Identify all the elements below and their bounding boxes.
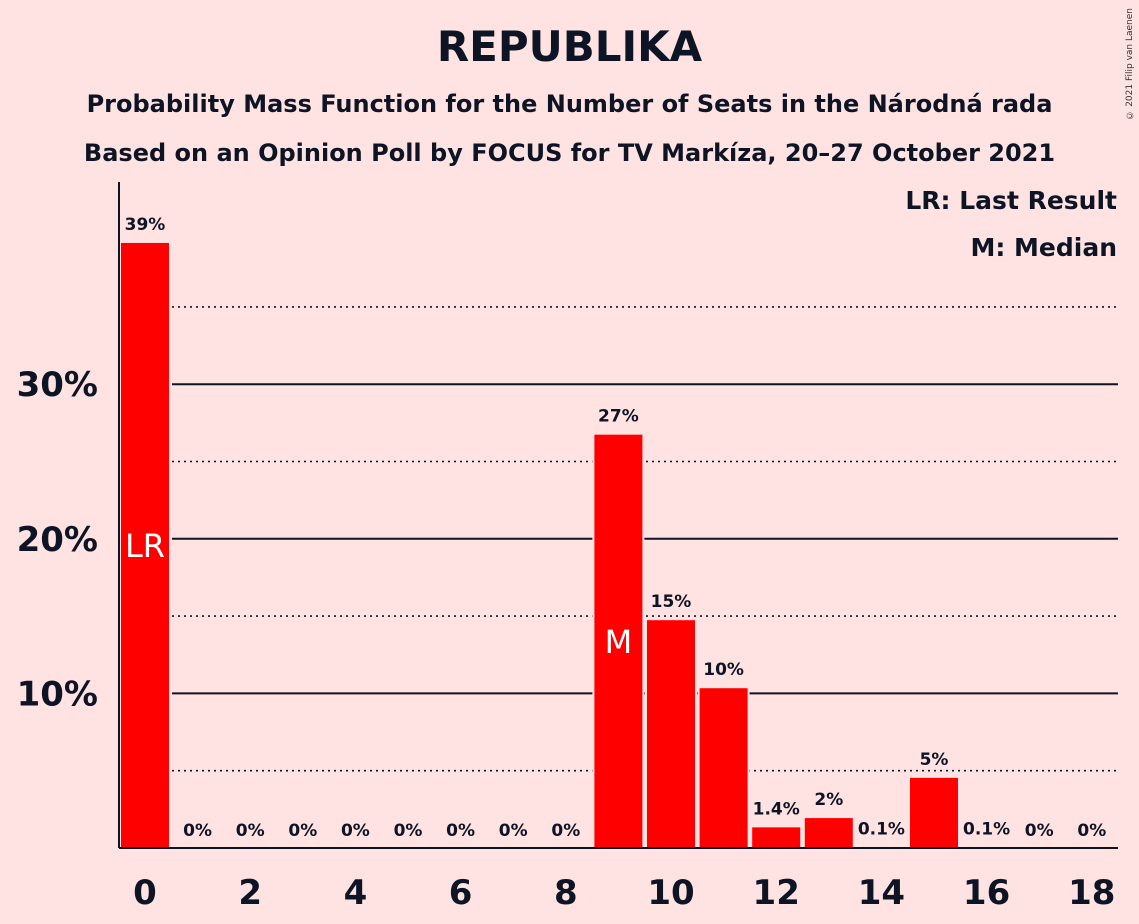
bar xyxy=(802,816,855,850)
x-tick-label: 10 xyxy=(647,873,694,913)
bar-value-label: 10% xyxy=(703,660,744,680)
bar-value-label: 15% xyxy=(651,592,692,612)
x-tick-label: 18 xyxy=(1068,873,1115,913)
bar-value-label: 0% xyxy=(394,821,423,841)
bar-value-label: 0.1% xyxy=(963,819,1010,839)
bar-value-label: 0.1% xyxy=(858,819,905,839)
legend-entry: M: Median xyxy=(970,233,1117,262)
bar-value-label: 0% xyxy=(446,821,475,841)
x-tick-label: 12 xyxy=(753,873,800,913)
bar-marker-lr: LR xyxy=(125,527,165,565)
chart-subtitle-1: Probability Mass Function for the Number… xyxy=(86,90,1053,118)
x-tick-label: 16 xyxy=(963,873,1010,913)
bar-value-label: 0% xyxy=(1025,821,1054,841)
bar-value-label: 0% xyxy=(288,821,317,841)
bar-value-label: 0% xyxy=(183,821,212,841)
bar-value-label: 39% xyxy=(125,215,166,235)
bar-value-label: 0% xyxy=(1077,821,1106,841)
x-tick-label: 14 xyxy=(858,873,905,913)
bar xyxy=(750,825,803,850)
y-tick-label: 30% xyxy=(17,365,98,405)
bar xyxy=(645,618,697,850)
x-tick-label: 2 xyxy=(238,873,262,913)
bar-value-label: 0% xyxy=(551,821,580,841)
bar-value-label: 0% xyxy=(341,821,370,841)
x-tick-label: 8 xyxy=(554,873,578,913)
bar-value-label: 5% xyxy=(920,750,949,770)
bar-marker-m: M xyxy=(605,623,633,661)
x-tick-label: 0 xyxy=(133,873,157,913)
y-tick-label: 10% xyxy=(17,674,98,714)
chart-subtitle-2: Based on an Opinion Poll by FOCUS for TV… xyxy=(83,139,1056,167)
chart-title: REPUBLIKA xyxy=(436,22,703,71)
x-tick-label: 4 xyxy=(344,873,368,913)
y-tick-label: 20% xyxy=(17,520,98,560)
legend-entry: LR: Last Result xyxy=(905,186,1117,215)
bar-value-label: 0% xyxy=(236,821,265,841)
x-tick-label: 6 xyxy=(449,873,473,913)
bar xyxy=(697,686,750,849)
bar-value-label: 1.4% xyxy=(753,799,800,819)
bar xyxy=(908,775,960,849)
bar-value-label: 2% xyxy=(814,790,843,810)
bar-value-label: 27% xyxy=(598,407,639,427)
bar-value-label: 0% xyxy=(499,821,528,841)
